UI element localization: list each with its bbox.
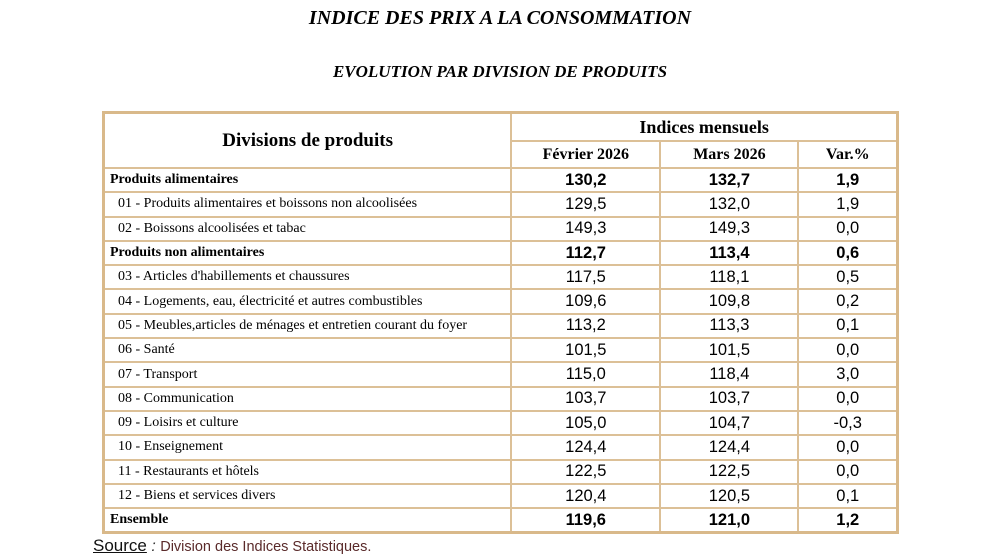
table-row: 08 - Communication 103,7 103,7 0,0 — [102, 385, 899, 412]
row-label: 08 - Communication — [102, 385, 513, 412]
value-fevrier: 129,5 — [510, 191, 662, 218]
table-row-group: Ensemble 119,6 121,0 1,2 — [102, 507, 899, 534]
value-mars: 122,5 — [659, 458, 800, 485]
row-label: 03 - Articles d'habillements et chaussur… — [102, 264, 513, 291]
table-row: 12 - Biens et services divers 120,4 120,5 0… — [102, 482, 899, 510]
source-label: Source — [93, 536, 147, 555]
row-label: 11 - Restaurants et hôtels — [102, 458, 513, 485]
value-fevrier: 119,6 — [510, 507, 662, 534]
source-separator: : — [151, 538, 156, 555]
value-fevrier: 117,5 — [510, 264, 662, 291]
header-divisions: Divisions de produits — [102, 111, 513, 169]
row-label: Ensemble — [102, 507, 513, 534]
header-var: Var.% — [797, 140, 899, 169]
source-note: Source : Division des Indices Statistiqu… — [93, 536, 371, 556]
value-fevrier: 112,7 — [510, 239, 662, 267]
value-var: 1,9 — [797, 191, 899, 218]
table-row-group: Produits non alimentaires 112,7 113,4 0,6 — [102, 239, 899, 267]
table-row: 03 - Articles d'habillements et chaussur… — [102, 264, 899, 291]
value-var: 0,2 — [797, 288, 899, 315]
value-mars: 118,1 — [659, 264, 800, 291]
value-var: 0,0 — [797, 434, 899, 461]
value-fevrier: 130,2 — [510, 166, 662, 194]
table-row: 05 - Meubles,articles de ménages et entr… — [102, 312, 899, 340]
row-label: 10 - Enseignement — [102, 434, 513, 461]
row-label: Produits non alimentaires — [102, 239, 513, 267]
value-var: 1,2 — [797, 507, 899, 534]
value-mars: 149,3 — [659, 215, 800, 242]
value-fevrier: 124,4 — [510, 434, 662, 461]
value-mars: 124,4 — [659, 434, 800, 461]
value-fevrier: 122,5 — [510, 458, 662, 485]
page-title: INDICE DES PRIX A LA CONSOMMATION — [308, 7, 692, 29]
table-row: 06 - Santé 101,5 101,5 0,0 — [102, 337, 899, 364]
value-mars: 104,7 — [659, 409, 800, 437]
value-mars: 113,4 — [659, 239, 800, 267]
value-fevrier: 149,3 — [510, 215, 662, 242]
value-fevrier: 101,5 — [510, 337, 662, 364]
value-mars: 132,0 — [659, 191, 800, 218]
row-label: Produits alimentaires — [102, 166, 513, 194]
value-var: 0,0 — [797, 458, 899, 485]
value-fevrier: 109,6 — [510, 288, 662, 315]
value-var: 0,0 — [797, 337, 899, 364]
value-var: 0,0 — [797, 385, 899, 412]
source-value: Division des Indices Statistiques. — [160, 539, 372, 555]
row-label: 02 - Boissons alcoolisées et tabac — [102, 215, 513, 242]
row-label: 01 - Produits alimentaires et boissons n… — [102, 191, 513, 218]
header-fevrier: Février 2026 — [510, 140, 662, 169]
table-row: 02 - Boissons alcoolisées et tabac 149,3 1… — [102, 215, 899, 242]
value-fevrier: 113,2 — [510, 312, 662, 340]
table-row-group: Produits alimentaires 130,2 132,7 1,9 — [102, 166, 899, 194]
row-label: 07 - Transport — [102, 361, 513, 388]
value-var: 0,6 — [797, 239, 899, 267]
table-row: 04 - Logements, eau, électricité et autr… — [102, 288, 899, 315]
value-mars: 101,5 — [659, 337, 800, 364]
value-mars: 118,4 — [659, 361, 800, 388]
row-label: 09 - Loisirs et culture — [102, 409, 513, 437]
value-var: 0,1 — [797, 312, 899, 340]
value-mars: 109,8 — [659, 288, 800, 315]
table-row: 11 - Restaurants et hôtels 122,5 122,5 0,0 — [102, 458, 899, 485]
value-fevrier: 115,0 — [510, 361, 662, 388]
value-var: 0,5 — [797, 264, 899, 291]
value-mars: 121,0 — [659, 507, 800, 534]
row-label: 05 - Meubles,articles de ménages et entr… — [102, 312, 513, 340]
price-index-table: Divisions de produits Indices mensuels F… — [102, 111, 899, 535]
table-row: 01 - Produits alimentaires et boissons n… — [102, 191, 899, 218]
value-fevrier: 120,4 — [510, 482, 662, 510]
value-var: -0,3 — [797, 409, 899, 437]
value-mars: 132,7 — [659, 166, 800, 194]
row-label: 04 - Logements, eau, électricité et autr… — [102, 288, 513, 315]
value-mars: 113,3 — [659, 312, 800, 340]
table-row: 10 - Enseignement 124,4 124,4 0,0 — [102, 434, 899, 461]
row-label: 06 - Santé — [102, 337, 513, 364]
value-mars: 120,5 — [659, 482, 800, 510]
value-var: 0,0 — [797, 215, 899, 242]
value-var: 1,9 — [797, 166, 899, 194]
row-label: 12 - Biens et services divers — [102, 482, 513, 510]
table-row: 07 - Transport 115,0 118,4 3,0 — [102, 361, 899, 388]
page-subtitle: EVOLUTION PAR DIVISION DE PRODUITS — [332, 62, 668, 81]
header-indices-mensuels: Indices mensuels — [510, 111, 899, 142]
value-fevrier: 105,0 — [510, 409, 662, 437]
value-var: 3,0 — [797, 361, 899, 388]
value-fevrier: 103,7 — [510, 385, 662, 412]
value-var: 0,1 — [797, 482, 899, 510]
value-mars: 103,7 — [659, 385, 800, 412]
header-mars: Mars 2026 — [659, 140, 800, 169]
table-row: 09 - Loisirs et culture 105,0 104,7 -0,3 — [102, 409, 899, 437]
